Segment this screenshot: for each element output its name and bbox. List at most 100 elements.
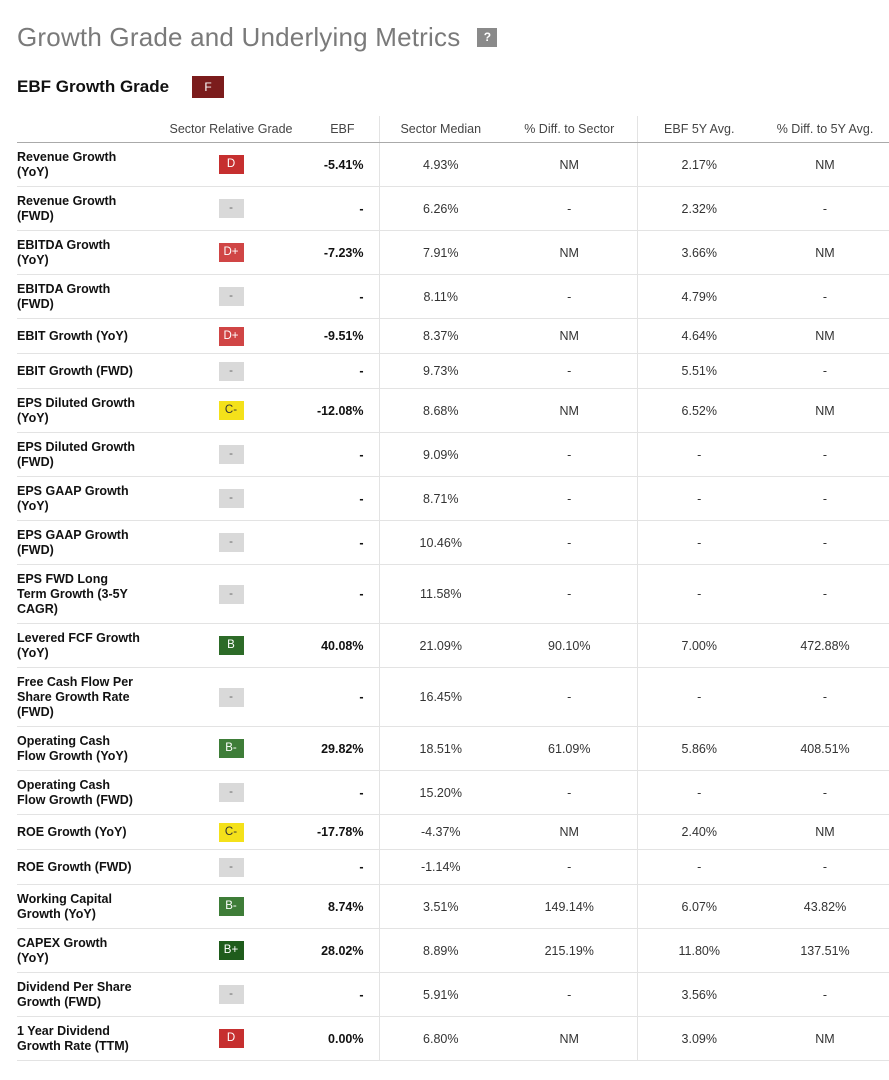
col-header-ebf[interactable]: EBF bbox=[305, 116, 379, 143]
page-title: Growth Grade and Underlying Metrics bbox=[17, 21, 461, 52]
grade-cell: - bbox=[157, 353, 305, 389]
sector-median-value: 21.09% bbox=[378, 623, 502, 668]
metric-name[interactable]: Operating Cash Flow Growth (YoY) bbox=[17, 726, 157, 771]
metric-name-line: Growth (FWD) bbox=[17, 994, 102, 1009]
metric-name-line: EPS GAAP Growth bbox=[17, 483, 129, 498]
grade-cell: - bbox=[157, 770, 305, 815]
grade-badge: B bbox=[218, 636, 244, 655]
ebf-value: -17.78% bbox=[305, 814, 379, 850]
ebf-value: - bbox=[305, 186, 379, 231]
help-button[interactable]: ? bbox=[477, 27, 498, 47]
metric-name[interactable]: Operating Cash Flow Growth (FWD) bbox=[17, 770, 157, 815]
ebf-value: - bbox=[305, 476, 379, 521]
metric-name-line: Term Growth (3-5Y bbox=[17, 586, 128, 601]
col-header-5y-avg[interactable]: EBF 5Y Avg. bbox=[636, 116, 761, 143]
ebf-5y-avg-value: 7.00% bbox=[636, 623, 761, 668]
metric-name[interactable]: EPS Diluted Growth (FWD) bbox=[17, 432, 157, 477]
diff-5y-avg-value: 408.51% bbox=[761, 726, 889, 771]
metric-name[interactable]: Dividend Per Share Growth (FWD) bbox=[17, 972, 157, 1017]
diff-sector-value: NM bbox=[502, 1016, 637, 1061]
sector-median-value: 8.37% bbox=[378, 318, 502, 354]
metric-name[interactable]: Levered FCF Growth (YoY) bbox=[17, 623, 157, 668]
ebf-5y-avg-value: - bbox=[636, 667, 761, 727]
diff-sector-value: - bbox=[502, 667, 637, 727]
metric-name-line: (FWD) bbox=[17, 704, 54, 719]
metric-name[interactable]: 1 Year Dividend Growth Rate (TTM) bbox=[17, 1016, 157, 1061]
ebf-5y-avg-value: 4.64% bbox=[636, 318, 761, 354]
diff-sector-value: NM bbox=[502, 814, 637, 850]
ebf-value: - bbox=[305, 274, 379, 319]
metric-name-line: Free Cash Flow Per bbox=[17, 674, 134, 689]
sector-median-value: 5.91% bbox=[378, 972, 502, 1017]
grade-cell: - bbox=[157, 476, 305, 521]
sector-median-value: 4.93% bbox=[378, 142, 502, 187]
col-header-diff-5y[interactable]: % Diff. to 5Y Avg. bbox=[761, 116, 889, 143]
metric-name[interactable]: Free Cash Flow Per Share Growth Rate (FWD) bbox=[17, 667, 157, 727]
sector-median-value: 10.46% bbox=[378, 520, 502, 565]
metric-name[interactable]: ROE Growth (FWD) bbox=[17, 849, 157, 885]
grade-cell: B bbox=[157, 623, 305, 668]
metric-name-line: (YoY) bbox=[17, 950, 49, 965]
grade-badge: - bbox=[218, 287, 244, 306]
diff-sector-value: NM bbox=[502, 388, 637, 433]
diff-5y-avg-value: 43.82% bbox=[761, 884, 889, 929]
diff-sector-value: - bbox=[502, 274, 637, 319]
diff-sector-value: NM bbox=[502, 230, 637, 275]
metric-name[interactable]: Revenue Growth (FWD) bbox=[17, 186, 157, 231]
metric-name[interactable]: EPS Diluted Growth (YoY) bbox=[17, 388, 157, 433]
metric-name[interactable]: CAPEX Growth (YoY) bbox=[17, 928, 157, 973]
metric-name[interactable]: EPS FWD Long Term Growth (3-5Y CAGR) bbox=[17, 564, 157, 624]
grade-badge: - bbox=[218, 533, 244, 552]
table-row: Revenue Growth (FWD) - -6.26% -2.32% - bbox=[17, 186, 889, 231]
ebf-5y-avg-value: 11.80% bbox=[636, 928, 761, 973]
sector-median-value: 9.09% bbox=[378, 432, 502, 477]
col-header-diff-sector[interactable]: % Diff. to Sector bbox=[502, 116, 637, 143]
diff-sector-value: 149.14% bbox=[502, 884, 637, 929]
metric-name[interactable]: Working Capital Growth (YoY) bbox=[17, 884, 157, 929]
ebf-5y-avg-value: 6.07% bbox=[636, 884, 761, 929]
metric-name-line: (YoY) bbox=[17, 252, 49, 267]
sector-median-value: 8.11% bbox=[378, 274, 502, 319]
col-header-sector-median[interactable]: Sector Median bbox=[378, 116, 502, 143]
metric-name[interactable]: EBIT Growth (YoY) bbox=[17, 318, 157, 354]
grade-cell: D bbox=[157, 142, 305, 187]
metric-name[interactable]: EBITDA Growth (YoY) bbox=[17, 230, 157, 275]
metric-name[interactable]: ROE Growth (YoY) bbox=[17, 814, 157, 850]
sector-median-value: 11.58% bbox=[378, 564, 502, 624]
metric-name[interactable]: EBITDA Growth (FWD) bbox=[17, 274, 157, 319]
grade-badge: - bbox=[218, 445, 244, 464]
metric-name[interactable]: Revenue Growth (YoY) bbox=[17, 142, 157, 187]
diff-5y-avg-value: - bbox=[761, 274, 889, 319]
grade-cell: - bbox=[157, 432, 305, 477]
ebf-value: - bbox=[305, 770, 379, 815]
metric-name[interactable]: EPS GAAP Growth (YoY) bbox=[17, 476, 157, 521]
diff-sector-value: - bbox=[502, 520, 637, 565]
metric-name[interactable]: EPS GAAP Growth (FWD) bbox=[17, 520, 157, 565]
diff-sector-value: 215.19% bbox=[502, 928, 637, 973]
diff-5y-avg-value: NM bbox=[761, 142, 889, 187]
table-row: EPS GAAP Growth (FWD) - -10.46% - - - bbox=[17, 520, 889, 565]
metric-name-line: Dividend Per Share bbox=[17, 979, 132, 994]
col-header-sector-grade[interactable]: Sector Relative Grade bbox=[157, 116, 305, 143]
sector-median-value: 8.71% bbox=[378, 476, 502, 521]
table-row: EPS GAAP Growth (YoY) - -8.71% - - - bbox=[17, 476, 889, 521]
sector-median-value: 16.45% bbox=[378, 667, 502, 727]
grade-cell: B+ bbox=[157, 928, 305, 973]
grade-cell: B- bbox=[157, 884, 305, 929]
table-row: Revenue Growth (YoY) D -5.41% 4.93% NM 2.17% NM bbox=[17, 142, 889, 187]
diff-5y-avg-value: NM bbox=[761, 814, 889, 850]
ebf-value: 40.08% bbox=[305, 623, 379, 668]
grade-cell: B- bbox=[157, 726, 305, 771]
diff-5y-avg-value: - bbox=[761, 520, 889, 565]
ebf-value: 28.02% bbox=[305, 928, 379, 973]
metric-name-line: ROE Growth (FWD) bbox=[17, 859, 132, 874]
ebf-5y-avg-value: - bbox=[636, 476, 761, 521]
metric-name-line: (FWD) bbox=[17, 208, 54, 223]
diff-sector-value: - bbox=[502, 476, 637, 521]
metric-name-line: Revenue Growth bbox=[17, 149, 117, 164]
diff-sector-value: NM bbox=[502, 318, 637, 354]
diff-sector-value: - bbox=[502, 432, 637, 477]
metric-name-line: Operating Cash bbox=[17, 777, 111, 792]
table-row: ROE Growth (FWD) - - -1.14% - - - bbox=[17, 849, 889, 885]
metric-name[interactable]: EBIT Growth (FWD) bbox=[17, 353, 157, 389]
